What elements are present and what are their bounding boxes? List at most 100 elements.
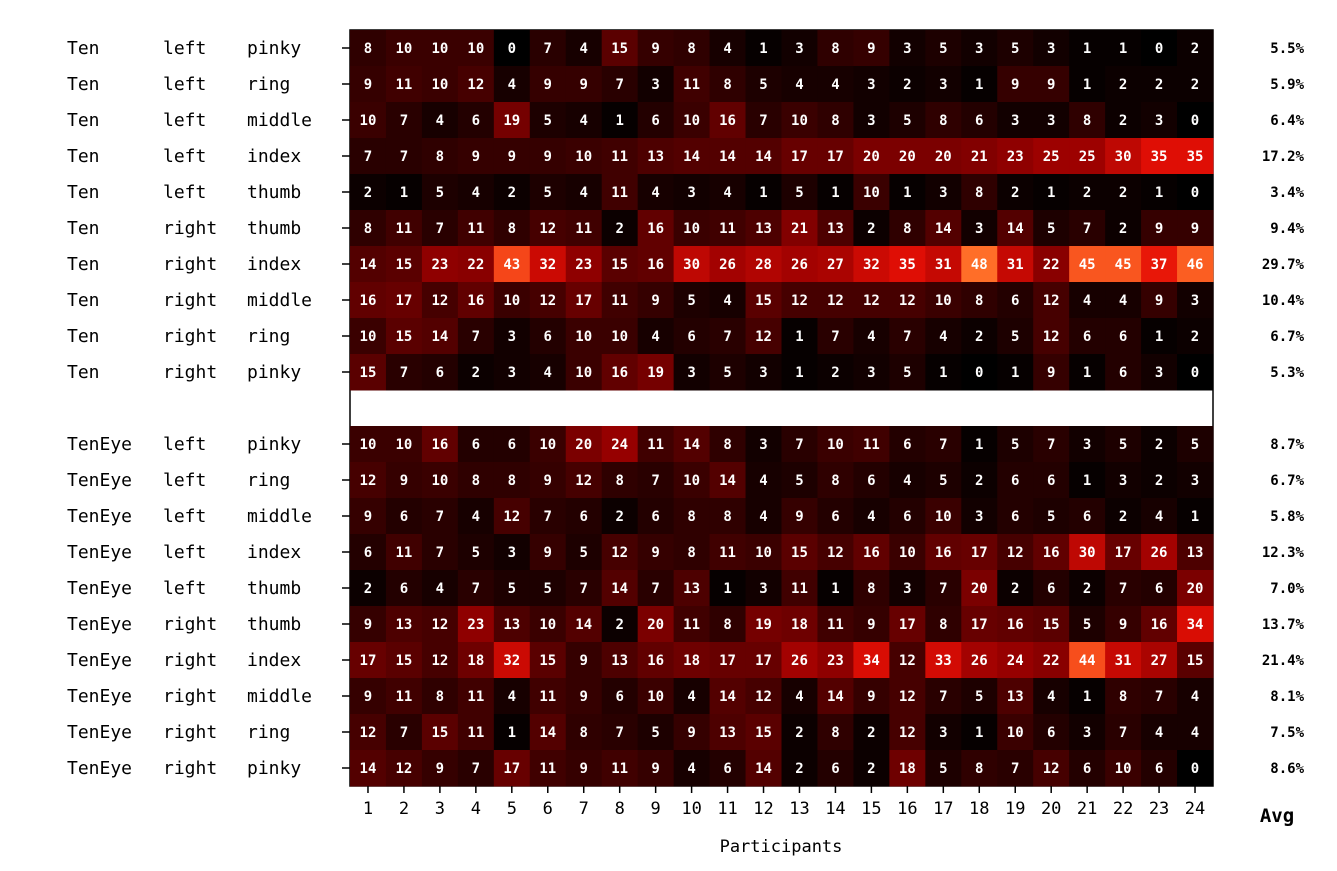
heatmap-cell <box>709 318 747 355</box>
heatmap-cell <box>1033 210 1070 247</box>
cell-value-label: 12 <box>539 221 556 237</box>
heatmap-cell <box>853 354 890 391</box>
heatmap-cell <box>385 714 423 751</box>
cell-value-label: 8 <box>831 113 839 129</box>
row-label: ring <box>247 326 290 347</box>
heatmap-cell <box>745 138 782 175</box>
heatmap-cell <box>385 642 423 679</box>
row-average-label: 5.8% <box>1270 509 1304 525</box>
cell-value-label: 1 <box>795 365 803 381</box>
heatmap-cell <box>529 498 567 535</box>
cell-value-label: 6 <box>903 437 911 453</box>
cell-value-label: 2 <box>615 509 623 525</box>
cell-value-label: 5 <box>687 293 695 309</box>
cell-value-label: 8 <box>975 761 983 777</box>
heatmap-cell <box>889 354 926 391</box>
cell-value-label: 10 <box>575 329 592 345</box>
cell-value-label: 17 <box>899 617 916 633</box>
heatmap-cell <box>1069 246 1106 283</box>
cell-value-label: 11 <box>611 149 628 165</box>
cell-value-label: 10 <box>396 437 413 453</box>
heatmap-cell <box>1069 30 1106 67</box>
x-tick-label: 23 <box>1149 799 1169 819</box>
heatmap-cell <box>673 174 711 211</box>
heatmap-cell <box>745 714 782 751</box>
row-label: Ten <box>67 182 100 203</box>
x-tick-label: 22 <box>1113 799 1133 819</box>
cell-value-label: 14 <box>719 473 736 489</box>
x-tick-label: 9 <box>651 799 661 819</box>
heatmap-cell <box>709 426 747 463</box>
heatmap-cell <box>961 354 998 391</box>
heatmap-cell <box>817 642 854 679</box>
heatmap-cell <box>350 642 387 679</box>
heatmap-cell <box>529 174 567 211</box>
cell-value-label: 20 <box>575 437 592 453</box>
heatmap-cell <box>853 606 890 643</box>
heatmap-cell <box>853 462 890 499</box>
heatmap-cell <box>1033 606 1070 643</box>
cell-value-label: 10 <box>431 41 448 57</box>
heatmap-cell <box>1105 30 1142 67</box>
cell-value-label: 16 <box>431 437 448 453</box>
heatmap-cell <box>601 678 639 715</box>
cell-value-label: 20 <box>647 617 664 633</box>
row-label: index <box>247 542 301 563</box>
row-label: pinky <box>247 758 301 779</box>
heatmap-cell <box>565 210 603 247</box>
row-label: left <box>163 38 206 59</box>
cell-value-label: 1 <box>831 185 839 201</box>
heatmap-cell <box>350 246 387 283</box>
heatmap-cell <box>601 534 639 571</box>
heatmap-cell <box>493 138 531 175</box>
cell-value-label: 8 <box>723 509 731 525</box>
heatmap-cell <box>1141 174 1178 211</box>
cell-value-label: 5 <box>723 365 731 381</box>
heatmap-cell <box>1033 462 1070 499</box>
heatmap-cell <box>1141 102 1178 139</box>
heatmap-cell <box>1069 606 1106 643</box>
cell-value-label: 3 <box>687 365 695 381</box>
cell-value-label: 11 <box>539 689 556 705</box>
heatmap-cell <box>1141 282 1178 319</box>
heatmap-cell <box>961 426 998 463</box>
heatmap-cell <box>817 462 854 499</box>
row-label: right <box>163 686 217 707</box>
heatmap-cell <box>493 210 531 247</box>
heatmap-cell <box>493 426 531 463</box>
cell-value-label: 20 <box>1187 581 1204 597</box>
row-label: left <box>163 470 206 491</box>
heatmap-cell <box>997 642 1034 679</box>
cell-value-label: 7 <box>723 329 731 345</box>
heatmap-cell <box>1177 462 1214 499</box>
heatmap-cell <box>925 462 962 499</box>
cell-value-label: 8 <box>364 221 372 237</box>
cell-value-label: 8 <box>687 545 695 561</box>
heatmap-cell <box>529 462 567 499</box>
cell-value-label: 2 <box>1011 581 1019 597</box>
heatmap-cell <box>889 498 926 535</box>
heatmap-cell <box>350 102 387 139</box>
heatmap-cell <box>350 498 387 535</box>
cell-value-label: 12 <box>899 653 916 669</box>
heatmap-cell <box>421 138 459 175</box>
row-label: Ten <box>67 326 100 347</box>
heatmap-cell <box>961 102 998 139</box>
heatmap-cell <box>709 534 747 571</box>
row-label: right <box>163 650 217 671</box>
heatmap-cell <box>350 174 387 211</box>
heatmap-cell <box>781 66 818 103</box>
cell-value-label: 5 <box>1047 221 1055 237</box>
heatmap-cell <box>853 246 890 283</box>
heatmap-cell <box>637 462 675 499</box>
heatmap-cell <box>673 606 711 643</box>
heatmap-cell <box>745 210 782 247</box>
cell-value-label: 4 <box>1191 689 1199 705</box>
cell-value-label: 13 <box>1187 545 1204 561</box>
heatmap-cell <box>529 642 567 679</box>
heatmap-cell <box>493 174 531 211</box>
heatmap-cell <box>925 30 962 67</box>
heatmap-cell <box>565 534 603 571</box>
heatmap-cell <box>889 138 926 175</box>
heatmap-cell <box>421 282 459 319</box>
